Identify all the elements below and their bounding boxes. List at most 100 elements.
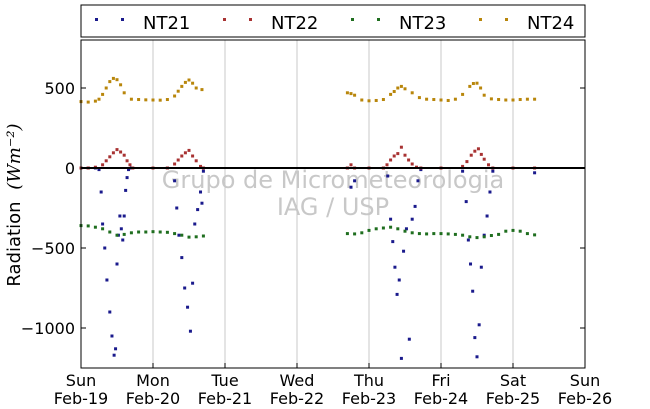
point-NT24-8	[115, 78, 119, 82]
point-NT23-23	[381, 226, 385, 230]
point-NT22-3	[101, 163, 105, 167]
grid-lines	[152, 40, 514, 368]
point-NT22-17	[180, 154, 184, 158]
point-NT22-25	[349, 163, 353, 167]
point-NT21-20	[127, 168, 131, 172]
point-NT24-26	[349, 92, 353, 96]
point-NT23-1	[86, 224, 90, 228]
point-NT23-25	[396, 227, 400, 231]
point-NT22-33	[399, 145, 403, 149]
point-NT23-12	[165, 230, 169, 234]
point-NT24-18	[176, 89, 180, 93]
point-NT22-44	[476, 147, 480, 151]
point-NT21-61	[471, 289, 475, 293]
point-NT21-66	[482, 233, 486, 237]
x-axis-ticks: SunFeb-19MonFeb-20TueFeb-21WedFeb-22ThuF…	[54, 363, 612, 408]
point-NT23-17	[201, 234, 205, 238]
point-NT24-34	[396, 86, 400, 90]
point-NT22-36	[410, 162, 414, 166]
point-NT22-4	[104, 159, 108, 163]
point-NT24-42	[446, 98, 450, 102]
point-NT21-14	[118, 214, 122, 218]
point-NT24-31	[381, 98, 385, 102]
y-axis-label: Radiation (Wm⁻²)	[4, 123, 25, 286]
point-NT23-24	[389, 225, 393, 229]
point-NT24-3	[97, 97, 101, 101]
point-NT23-5	[115, 233, 119, 237]
x-tick-weekday-4: Thu	[353, 371, 384, 390]
point-NT24-29	[367, 99, 371, 103]
point-NT23-21	[367, 228, 371, 232]
point-NT23-16	[194, 235, 198, 239]
plot-frame	[80, 39, 586, 369]
point-NT21-50	[404, 227, 408, 231]
legend-marker-NT22	[223, 18, 226, 21]
point-NT21-47	[397, 278, 401, 282]
point-NT21-55	[419, 168, 423, 172]
point-NT22-20	[191, 154, 195, 158]
point-NT22-35	[407, 158, 411, 162]
point-NT24-7	[111, 76, 115, 80]
point-NT21-9	[110, 334, 114, 338]
point-NT22-42	[469, 153, 473, 157]
point-NT22-11	[128, 163, 132, 167]
point-NT22-46	[482, 157, 486, 161]
point-NT21-28	[183, 286, 187, 290]
legend-marker-NT21	[95, 18, 98, 21]
x-tick-weekday-2: Tue	[210, 371, 238, 390]
legend-marker-NT24	[479, 18, 482, 21]
point-NT24-56	[533, 97, 537, 101]
point-NT21-5	[101, 222, 105, 226]
legend-label-NT21: NT21	[143, 13, 190, 34]
y-axis-label-text: Radiation	[4, 202, 25, 287]
point-NT23-34	[461, 233, 465, 237]
point-NT23-39	[497, 232, 501, 236]
point-NT23-6	[122, 232, 126, 236]
watermark: Grupo de Micrometeorologia IAG / USP	[162, 166, 504, 221]
point-NT24-46	[471, 82, 475, 86]
point-NT24-49	[482, 93, 486, 97]
point-NT21-26	[177, 233, 181, 237]
y-tick-label-2: −500	[31, 239, 75, 258]
point-NT21-6	[103, 246, 107, 250]
x-tick-date-7: Feb-26	[558, 389, 612, 408]
point-NT21-43	[389, 217, 393, 221]
x-tick-weekday-7: Sun	[570, 371, 600, 390]
point-NT21-7	[105, 278, 109, 282]
point-NT23-32	[446, 232, 450, 236]
point-NT21-39	[353, 179, 357, 183]
point-NT23-19	[353, 232, 357, 236]
point-NT24-48	[479, 86, 483, 90]
point-NT24-55	[525, 97, 529, 101]
point-NT24-2	[93, 99, 97, 103]
legend-marker-NT22-b	[249, 18, 252, 21]
point-NT24-11	[129, 97, 133, 101]
point-NT21-34	[199, 190, 203, 194]
point-NT24-47	[475, 81, 479, 85]
point-NT21-60	[469, 262, 473, 266]
x-tick-weekday-0: Sun	[66, 371, 96, 390]
point-NT21-52	[410, 217, 414, 221]
point-NT22-21	[194, 159, 198, 163]
point-NT21-17	[122, 214, 126, 218]
y-tick-label-1: 0	[65, 159, 75, 178]
legend: NT21 NT22 NT23 NT24	[80, 4, 586, 38]
point-NT23-26	[403, 229, 407, 233]
point-NT22-41	[465, 160, 469, 164]
point-NT21-45	[393, 265, 397, 269]
x-tick-date-4: Feb-23	[342, 389, 396, 408]
y-tick-label-3: −1000	[21, 319, 75, 338]
point-NT21-42	[386, 174, 390, 178]
x-tick-date-2: Feb-21	[198, 389, 252, 408]
point-NT24-1	[86, 100, 90, 104]
legend-marker-NT21-b	[121, 18, 124, 21]
point-NT24-5	[104, 86, 108, 90]
point-NT23-43	[525, 232, 529, 236]
point-NT24-44	[461, 92, 465, 96]
point-NT24-53	[511, 98, 515, 102]
point-NT24-54	[518, 98, 522, 102]
point-NT21-49	[402, 249, 406, 253]
point-NT21-67	[485, 214, 489, 218]
point-NT24-20	[183, 80, 187, 84]
point-NT21-31	[191, 281, 195, 285]
